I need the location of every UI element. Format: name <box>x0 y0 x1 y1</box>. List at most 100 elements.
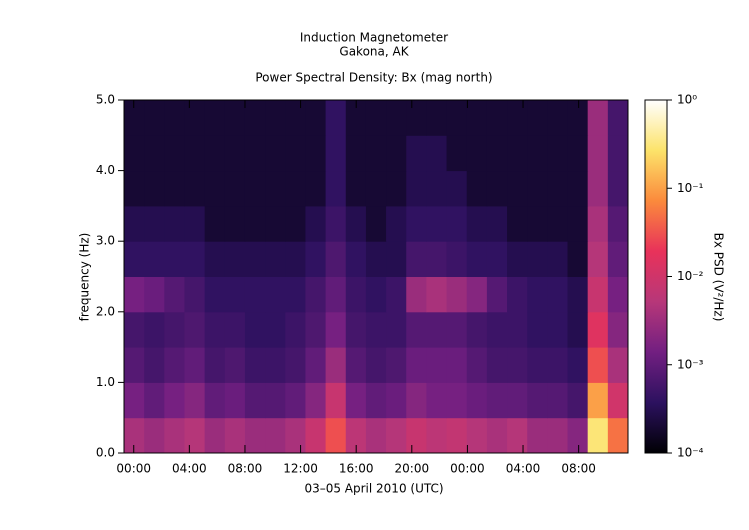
cell <box>406 135 427 172</box>
cell <box>224 311 246 348</box>
cell <box>325 347 347 383</box>
y-tick-label: 3.0 <box>96 234 115 248</box>
cell <box>164 170 185 207</box>
cell <box>547 205 569 242</box>
cell <box>184 241 206 277</box>
cell <box>285 170 306 207</box>
plot-title: Power Spectral Density: Bx (mag north) <box>255 71 492 85</box>
y-tick-label: 1.0 <box>96 375 115 389</box>
cell <box>345 417 367 454</box>
cell <box>325 382 347 419</box>
cell <box>345 382 367 419</box>
cell <box>224 241 246 277</box>
colorbar-tick-label: 10⁻³ <box>677 357 704 371</box>
cell <box>486 382 508 419</box>
cell <box>305 241 327 277</box>
cell <box>305 382 327 419</box>
cell <box>124 347 145 383</box>
colorbar-tick-label: 10⁻² <box>677 269 704 283</box>
cell <box>244 205 266 242</box>
cell <box>466 205 488 242</box>
cell <box>386 205 407 242</box>
cell <box>325 417 347 454</box>
cell <box>466 170 488 207</box>
cell <box>144 311 165 348</box>
cell <box>244 135 266 172</box>
cell <box>365 241 387 277</box>
cell <box>507 347 528 383</box>
cell <box>406 417 427 454</box>
cell <box>365 170 387 207</box>
cell <box>507 417 528 454</box>
cell <box>325 276 347 313</box>
cell <box>124 241 145 277</box>
cell <box>365 276 387 313</box>
cell <box>265 170 286 207</box>
cell <box>345 241 367 277</box>
cell <box>265 382 286 419</box>
cell <box>587 276 609 313</box>
cell <box>567 311 589 348</box>
cell <box>204 170 226 207</box>
cell <box>406 205 427 242</box>
cell <box>507 241 528 277</box>
cell <box>567 382 589 419</box>
cell <box>446 100 468 136</box>
cell <box>607 417 629 454</box>
y-tick-label: 2.0 <box>96 304 115 318</box>
plot-frame <box>123 99 629 454</box>
cell <box>124 382 145 419</box>
cell <box>446 205 468 242</box>
cell <box>305 100 327 136</box>
cell <box>184 170 206 207</box>
cell <box>224 276 246 313</box>
cell <box>244 100 266 136</box>
cell <box>305 135 327 172</box>
cell <box>224 417 246 454</box>
cell <box>386 417 407 454</box>
cell <box>365 135 387 172</box>
cell <box>305 276 327 313</box>
chart-subtitle: Gakona, AK <box>339 45 409 59</box>
cell <box>466 100 488 136</box>
chart-title: Induction Magnetometer <box>300 31 448 45</box>
colorbar-tick-label: 10⁻¹ <box>677 181 704 195</box>
cell <box>446 135 468 172</box>
cell <box>124 276 145 313</box>
cell <box>265 241 286 277</box>
x-tick-label: 08:00 <box>228 462 263 476</box>
cell <box>285 382 306 419</box>
cell <box>567 135 589 172</box>
cell <box>466 241 488 277</box>
cell <box>486 347 508 383</box>
colorbar-tick-label: 10⁰ <box>677 93 697 107</box>
cell <box>567 100 589 136</box>
cell <box>224 347 246 383</box>
cell <box>224 205 246 242</box>
cell <box>507 170 528 207</box>
cell <box>547 276 569 313</box>
cell <box>386 241 407 277</box>
cell <box>285 417 306 454</box>
cell <box>567 347 589 383</box>
cell <box>567 170 589 207</box>
cell <box>426 241 448 277</box>
cell <box>486 276 508 313</box>
x-tick-label: 16:00 <box>339 462 374 476</box>
cell <box>345 205 367 242</box>
cell <box>507 311 528 348</box>
cell <box>305 311 327 348</box>
cell <box>164 135 185 172</box>
cell <box>607 382 629 419</box>
cell <box>265 311 286 348</box>
cell <box>426 311 448 348</box>
cell <box>406 241 427 277</box>
cell <box>607 205 629 242</box>
cell <box>164 417 185 454</box>
cell <box>285 347 306 383</box>
cell <box>426 276 448 313</box>
cell <box>587 135 609 172</box>
cell <box>466 382 488 419</box>
cell <box>426 100 448 136</box>
cell <box>305 347 327 383</box>
